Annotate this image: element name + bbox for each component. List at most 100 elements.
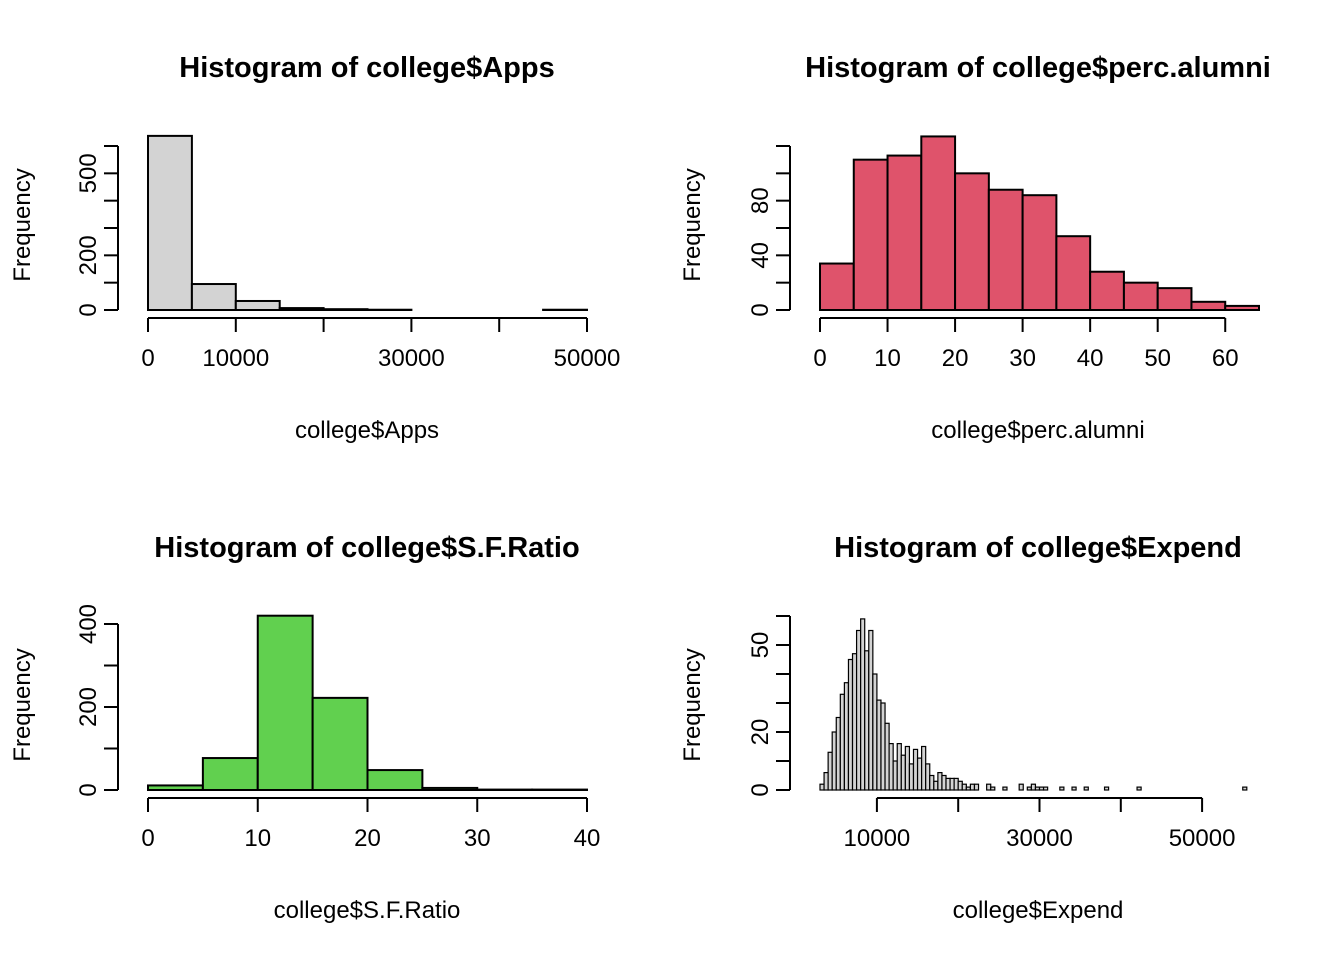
bar-expend-23	[912, 748, 919, 791]
bar-expend-5	[839, 693, 845, 791]
x-tick-label-perc-alumni-2: 20	[942, 345, 969, 372]
y-axis-apps: 0 200 500	[75, 145, 119, 317]
bar-sf-ratio-1	[201, 757, 259, 791]
bar-sf-ratio-5	[421, 786, 479, 791]
bar-expend-0	[819, 783, 825, 791]
bar-perc-alumni-8	[1089, 270, 1125, 312]
bar-expend-3	[831, 731, 837, 791]
y-tick-label-apps-5: 500	[75, 153, 102, 193]
y-axis-perc-alumni: 0 40 80	[747, 145, 791, 317]
chart-title-expend: Histogram of college$Expend	[834, 532, 1242, 564]
bar-expend-15	[880, 702, 886, 791]
bars-expend	[819, 618, 1248, 791]
bar-expend-30	[941, 774, 947, 791]
bar-expend-42	[990, 786, 996, 791]
y-tick-label-expend-2: 20	[747, 719, 774, 746]
y-tick-label-sf-ratio-4: 400	[75, 604, 102, 644]
x-axis-label-expend: college$Expend	[953, 897, 1124, 924]
x-tick-label-sf-ratio-4: 40	[574, 825, 601, 852]
bar-apps-0	[147, 134, 193, 311]
bar-expend-51	[1026, 786, 1032, 791]
bar-perc-alumni-3	[920, 135, 957, 311]
x-tick-label-perc-alumni-1: 10	[874, 345, 901, 372]
y-tick-label-expend-0: 0	[747, 783, 774, 796]
bar-expend-14	[876, 699, 882, 791]
x-axis-label-apps: college$Apps	[295, 417, 439, 444]
bar-expend-32	[949, 777, 955, 791]
bar-expend-22	[908, 763, 915, 791]
x-axis-apps: 0 10000 30000 50000	[141, 317, 621, 372]
bar-apps-1	[190, 283, 237, 311]
x-axis-sf-ratio: 0 10 20 30 40	[141, 797, 601, 852]
bar-sf-ratio-3	[311, 696, 369, 791]
bars-sf-ratio	[147, 614, 588, 792]
bar-perc-alumni-6	[1021, 194, 1058, 311]
chart-title-apps: Histogram of college$Apps	[179, 52, 554, 84]
x-tick-label-apps-3: 30000	[378, 345, 445, 372]
panel-expend: Histogram of college$Expend Frequency co…	[679, 532, 1248, 924]
bar-expend-6	[843, 682, 850, 791]
bar-expend-34	[957, 780, 963, 791]
bar-perc-alumni-9	[1122, 281, 1159, 311]
bar-perc-alumni-4	[954, 172, 990, 311]
y-tick-label-expend-5: 50	[747, 632, 774, 659]
y-axis-label-expend: Frequency	[679, 648, 706, 761]
x-tick-label-perc-alumni-3: 30	[1009, 345, 1036, 372]
bar-perc-alumni-2	[886, 154, 923, 311]
x-tick-label-apps-1: 10000	[202, 345, 269, 372]
bar-expend-52	[1030, 783, 1037, 791]
bars-apps	[147, 134, 588, 312]
bar-perc-alumni-12	[1224, 304, 1260, 311]
bar-sf-ratio-0	[147, 784, 204, 791]
bar-expend-53	[1034, 786, 1041, 791]
bar-perc-alumni-7	[1055, 235, 1092, 311]
y-tick-label-perc-alumni-2: 40	[747, 242, 774, 269]
x-axis-perc-alumni: 0 10 20 30 40 50 60	[813, 317, 1239, 372]
bar-expend-28	[933, 780, 939, 791]
x-tick-label-perc-alumni-4: 40	[1077, 345, 1104, 372]
bar-expend-38	[973, 783, 980, 791]
bar-apps-2	[234, 299, 281, 312]
y-axis-label-perc-alumni: Frequency	[679, 168, 706, 281]
x-tick-label-perc-alumni-6: 60	[1212, 345, 1239, 372]
bar-perc-alumni-10	[1156, 287, 1193, 311]
x-tick-label-perc-alumni-5: 50	[1144, 345, 1171, 372]
y-tick-label-perc-alumni-4: 80	[747, 187, 774, 214]
bar-expend-20	[900, 754, 906, 791]
bar-expend-27	[929, 774, 935, 791]
bar-expend-78	[1136, 786, 1142, 791]
x-tick-label-sf-ratio-0: 0	[141, 825, 154, 852]
x-tick-label-sf-ratio-3: 30	[464, 825, 491, 852]
bar-expend-1	[823, 771, 829, 791]
y-tick-label-apps-2: 200	[75, 235, 102, 275]
y-axis-label-apps: Frequency	[9, 168, 36, 281]
bar-expend-21	[904, 745, 911, 791]
bar-apps-4	[322, 308, 369, 311]
bar-expend-65	[1083, 786, 1089, 791]
bar-expend-54	[1038, 786, 1045, 791]
x-tick-label-expend-0: 10000	[844, 825, 911, 852]
bar-expend-104	[1242, 786, 1248, 791]
bar-expend-4	[835, 716, 841, 791]
y-tick-label-sf-ratio-0: 0	[75, 783, 102, 796]
x-tick-label-apps-5: 50000	[554, 345, 621, 372]
bar-expend-18	[892, 760, 898, 791]
x-axis-expend: 10000 30000 50000	[844, 797, 1235, 852]
y-axis-label-sf-ratio: Frequency	[9, 648, 36, 761]
y-axis-expend: 0 20 50	[747, 615, 791, 797]
bar-expend-7	[847, 658, 854, 791]
bar-expend-26	[925, 763, 931, 791]
y-tick-label-sf-ratio-2: 200	[75, 687, 102, 727]
bar-expend-31	[945, 777, 951, 791]
bar-sf-ratio-2	[256, 614, 314, 792]
x-axis-label-perc-alumni: college$perc.alumni	[931, 417, 1144, 444]
bar-expend-10	[860, 618, 866, 791]
bar-expend-36	[965, 786, 971, 791]
bar-expend-17	[888, 742, 894, 791]
bar-expend-62	[1071, 786, 1077, 791]
bar-expend-29	[937, 771, 943, 791]
chart-title-sf-ratio: Histogram of college$S.F.Ratio	[154, 532, 579, 564]
x-tick-label-apps-0: 0	[141, 345, 154, 372]
bar-expend-35	[961, 783, 967, 791]
